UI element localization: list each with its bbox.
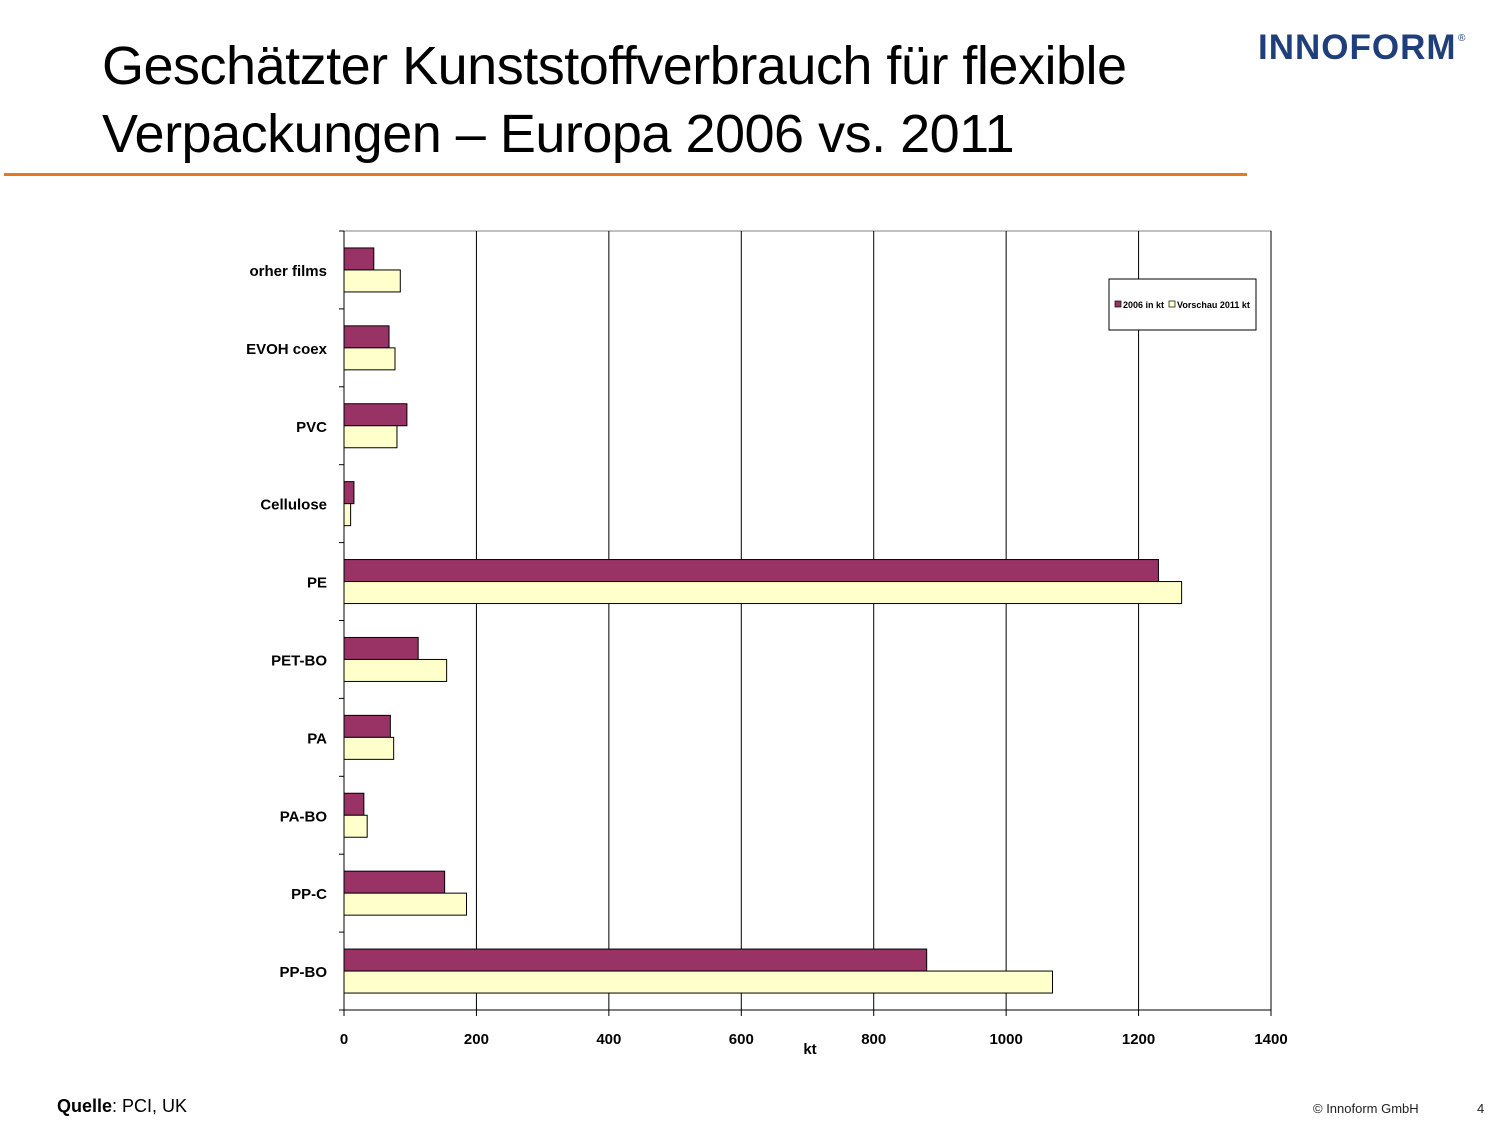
y-category-label: Cellulose — [260, 497, 327, 514]
registered-mark: ® — [1458, 33, 1466, 44]
bar-2006 — [343, 247, 375, 271]
x-tick-label: 0 — [340, 1031, 348, 1048]
bar-2011 — [343, 736, 395, 760]
bar-2011 — [343, 269, 401, 293]
bar-2011 — [343, 814, 368, 838]
bar-2006 — [343, 403, 408, 427]
x-tick-label: 400 — [596, 1031, 621, 1048]
source-label: Quelle — [57, 1096, 113, 1116]
innoform-logo: INNOFORM — [1258, 28, 1457, 67]
x-tick-label: 200 — [464, 1031, 489, 1048]
y-category-label: EVOH coex — [246, 341, 328, 358]
y-category-label: PP-C — [291, 886, 327, 903]
title-divider — [4, 173, 1247, 176]
legend-label-2006: 2006 in kt — [1123, 300, 1164, 310]
plot-area — [343, 230, 1272, 1011]
x-tick-label: 800 — [861, 1031, 886, 1048]
bar-2006 — [343, 636, 419, 660]
bar-2011 — [343, 658, 448, 682]
bar-2011 — [343, 892, 467, 916]
y-category-label: orher films — [249, 263, 327, 280]
x-tick-label: 1400 — [1254, 1031, 1287, 1048]
y-category-label: PA — [307, 730, 327, 747]
y-category-label: PP-BO — [279, 964, 327, 981]
bar-2006 — [343, 481, 355, 505]
x-tick-label: 1200 — [1122, 1031, 1155, 1048]
y-category-label: PA-BO — [280, 808, 328, 825]
y-category-label: PVC — [296, 419, 327, 436]
bar-2006 — [343, 559, 1159, 583]
bar-2011 — [343, 347, 396, 371]
legend-box — [1108, 278, 1257, 331]
legend-swatch-2006 — [1114, 300, 1122, 308]
title-line-2: Verpackungen – Europa 2006 vs. 2011 — [102, 104, 1015, 164]
y-category-label: PET-BO — [271, 652, 327, 669]
source-text: : PCI, UK — [112, 1096, 188, 1116]
legend-swatch-2011 — [1168, 300, 1176, 308]
bar-2011 — [343, 425, 398, 449]
x-tick-label: 1000 — [989, 1031, 1022, 1048]
bar-2006 — [343, 870, 446, 894]
bar-2006 — [343, 792, 365, 816]
bar-2011 — [343, 503, 352, 527]
y-category-label: PE — [307, 575, 327, 592]
bar-2011 — [343, 970, 1053, 994]
source-note: Quelle: PCI, UK — [57, 1096, 187, 1117]
x-axis-title: kt — [803, 1041, 816, 1058]
bar-2006 — [343, 714, 391, 738]
legend-label-2011: Vorschau 2011 kt — [1177, 300, 1250, 310]
bar-2011 — [343, 581, 1183, 605]
page-number: 4 — [1477, 1101, 1485, 1116]
title-line-1: Geschätzter Kunststoffverbrauch für flex… — [102, 36, 1127, 96]
copyright-text: © Innoform GmbH — [1313, 1101, 1419, 1116]
slide-title: Geschätzter Kunststoffverbrauch für flex… — [102, 32, 1252, 168]
x-tick-label: 600 — [729, 1031, 754, 1048]
bar-2006 — [343, 948, 928, 972]
bar-2006 — [343, 325, 390, 349]
